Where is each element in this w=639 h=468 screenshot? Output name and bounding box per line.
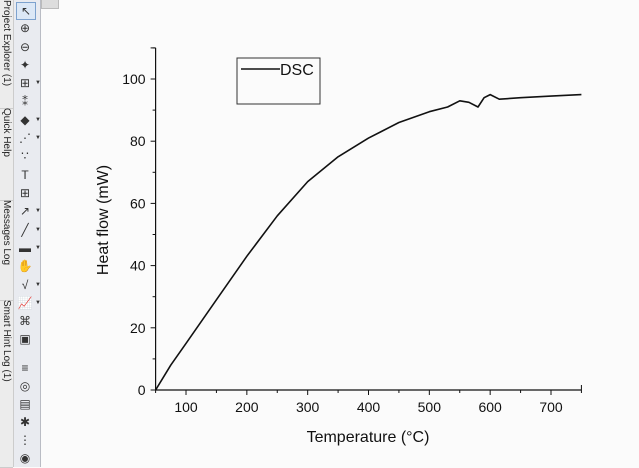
y-tick-label: 100 xyxy=(122,71,146,87)
pan-icon[interactable]: ✋ xyxy=(17,259,33,274)
data-reader-icon[interactable]: ✦ xyxy=(19,57,31,72)
x-tick-label: 500 xyxy=(418,399,442,415)
dropdown-arrow-icon[interactable]: ▼ xyxy=(35,116,41,123)
dropdown-arrow-icon[interactable]: ▼ xyxy=(35,80,41,87)
dropdown-arrow-icon[interactable]: ▼ xyxy=(35,281,41,288)
mask-icon[interactable]: ◆ xyxy=(20,112,30,127)
dropdown-arrow-icon[interactable]: ▼ xyxy=(35,244,41,251)
y-tick-label: 20 xyxy=(130,320,146,336)
scatter-icon[interactable]: ∵ xyxy=(21,149,29,164)
zoom-out-icon[interactable]: ⊖ xyxy=(19,39,31,54)
dock-tab[interactable]: Project Explorer (1) xyxy=(0,0,13,109)
column-icon[interactable]: ▤ xyxy=(19,397,31,411)
dock-tab[interactable]: Quick Help xyxy=(0,108,13,201)
add-table-icon[interactable]: ⊞ xyxy=(19,186,31,200)
x-axis-label: Temperature (°C) xyxy=(307,429,430,446)
tools-toolbar: ↖ ⊕ ⊖ ✦ ⊞ ▼ ⁑ ◆ ▼ ⋰ ▼ ∵ T ⊞ ↗ ▼ ╱ ▼ ▬ ▼ ✋ √ ▼ 📈 ▼ ⌘ ▣ ≡ ◎ ▤ ✱ ⋮ ◉ xyxy=(14,0,41,467)
dock-tab[interactable]: Messages Log xyxy=(0,200,13,301)
region-icon[interactable]: ⌘ xyxy=(19,314,31,329)
layers-icon[interactable]: ≡ xyxy=(21,361,29,375)
dock-panel: Project Explorer (1) Quick Help Messages L… xyxy=(0,0,14,468)
legend-box[interactable] xyxy=(236,57,321,105)
dropdown-arrow-icon[interactable]: ▼ xyxy=(35,299,41,306)
grid-icon[interactable]: ⋮ xyxy=(19,433,31,447)
y-tick-label: 40 xyxy=(130,258,146,274)
x-tick-label: 100 xyxy=(174,399,198,415)
dropdown-arrow-icon[interactable]: ▼ xyxy=(35,226,41,233)
y-axis-label: Heat flow (mW) xyxy=(95,165,112,275)
text-icon[interactable]: T xyxy=(21,167,29,182)
series-line-dsc xyxy=(154,93,582,391)
x-tick-label: 400 xyxy=(357,399,381,415)
x-tick-label: 700 xyxy=(539,399,563,415)
dropdown-arrow-icon[interactable]: ▼ xyxy=(35,135,41,142)
screen-reader-icon[interactable]: ⊞ xyxy=(19,76,31,91)
x-tick-label: 300 xyxy=(296,399,320,415)
data-selector-icon[interactable]: ⁑ xyxy=(22,94,28,109)
formula-icon[interactable]: √ xyxy=(21,277,29,292)
dropdown-arrow-icon[interactable]: ▼ xyxy=(35,208,41,215)
draw-data-icon[interactable]: ⋰ xyxy=(19,131,31,146)
gauge-icon[interactable]: ◎ xyxy=(19,379,31,393)
legend-label: DSC xyxy=(280,62,314,79)
x-tick-label: 200 xyxy=(235,399,259,415)
pin-icon[interactable]: ✱ xyxy=(19,415,31,429)
record-icon[interactable]: ◉ xyxy=(19,451,31,465)
zoom-in-icon[interactable]: ⊕ xyxy=(19,21,31,36)
rectangle-icon[interactable]: ▬ xyxy=(19,240,31,255)
line-icon[interactable]: ╱ xyxy=(21,222,29,237)
y-tick-label: 0 xyxy=(138,382,146,398)
x-tick-label: 600 xyxy=(478,399,502,415)
3d-icon[interactable]: ▣ xyxy=(19,332,31,347)
window-control[interactable] xyxy=(41,0,59,9)
y-tick-label: 80 xyxy=(130,133,146,149)
graph-icon[interactable]: 📈 xyxy=(17,295,33,310)
y-tick-label: 60 xyxy=(130,195,146,211)
pointer-icon[interactable]: ↖ xyxy=(16,2,36,20)
arrow-icon[interactable]: ↗ xyxy=(19,204,31,219)
dock-tab[interactable]: Smart Hint Log (1) xyxy=(0,300,13,468)
